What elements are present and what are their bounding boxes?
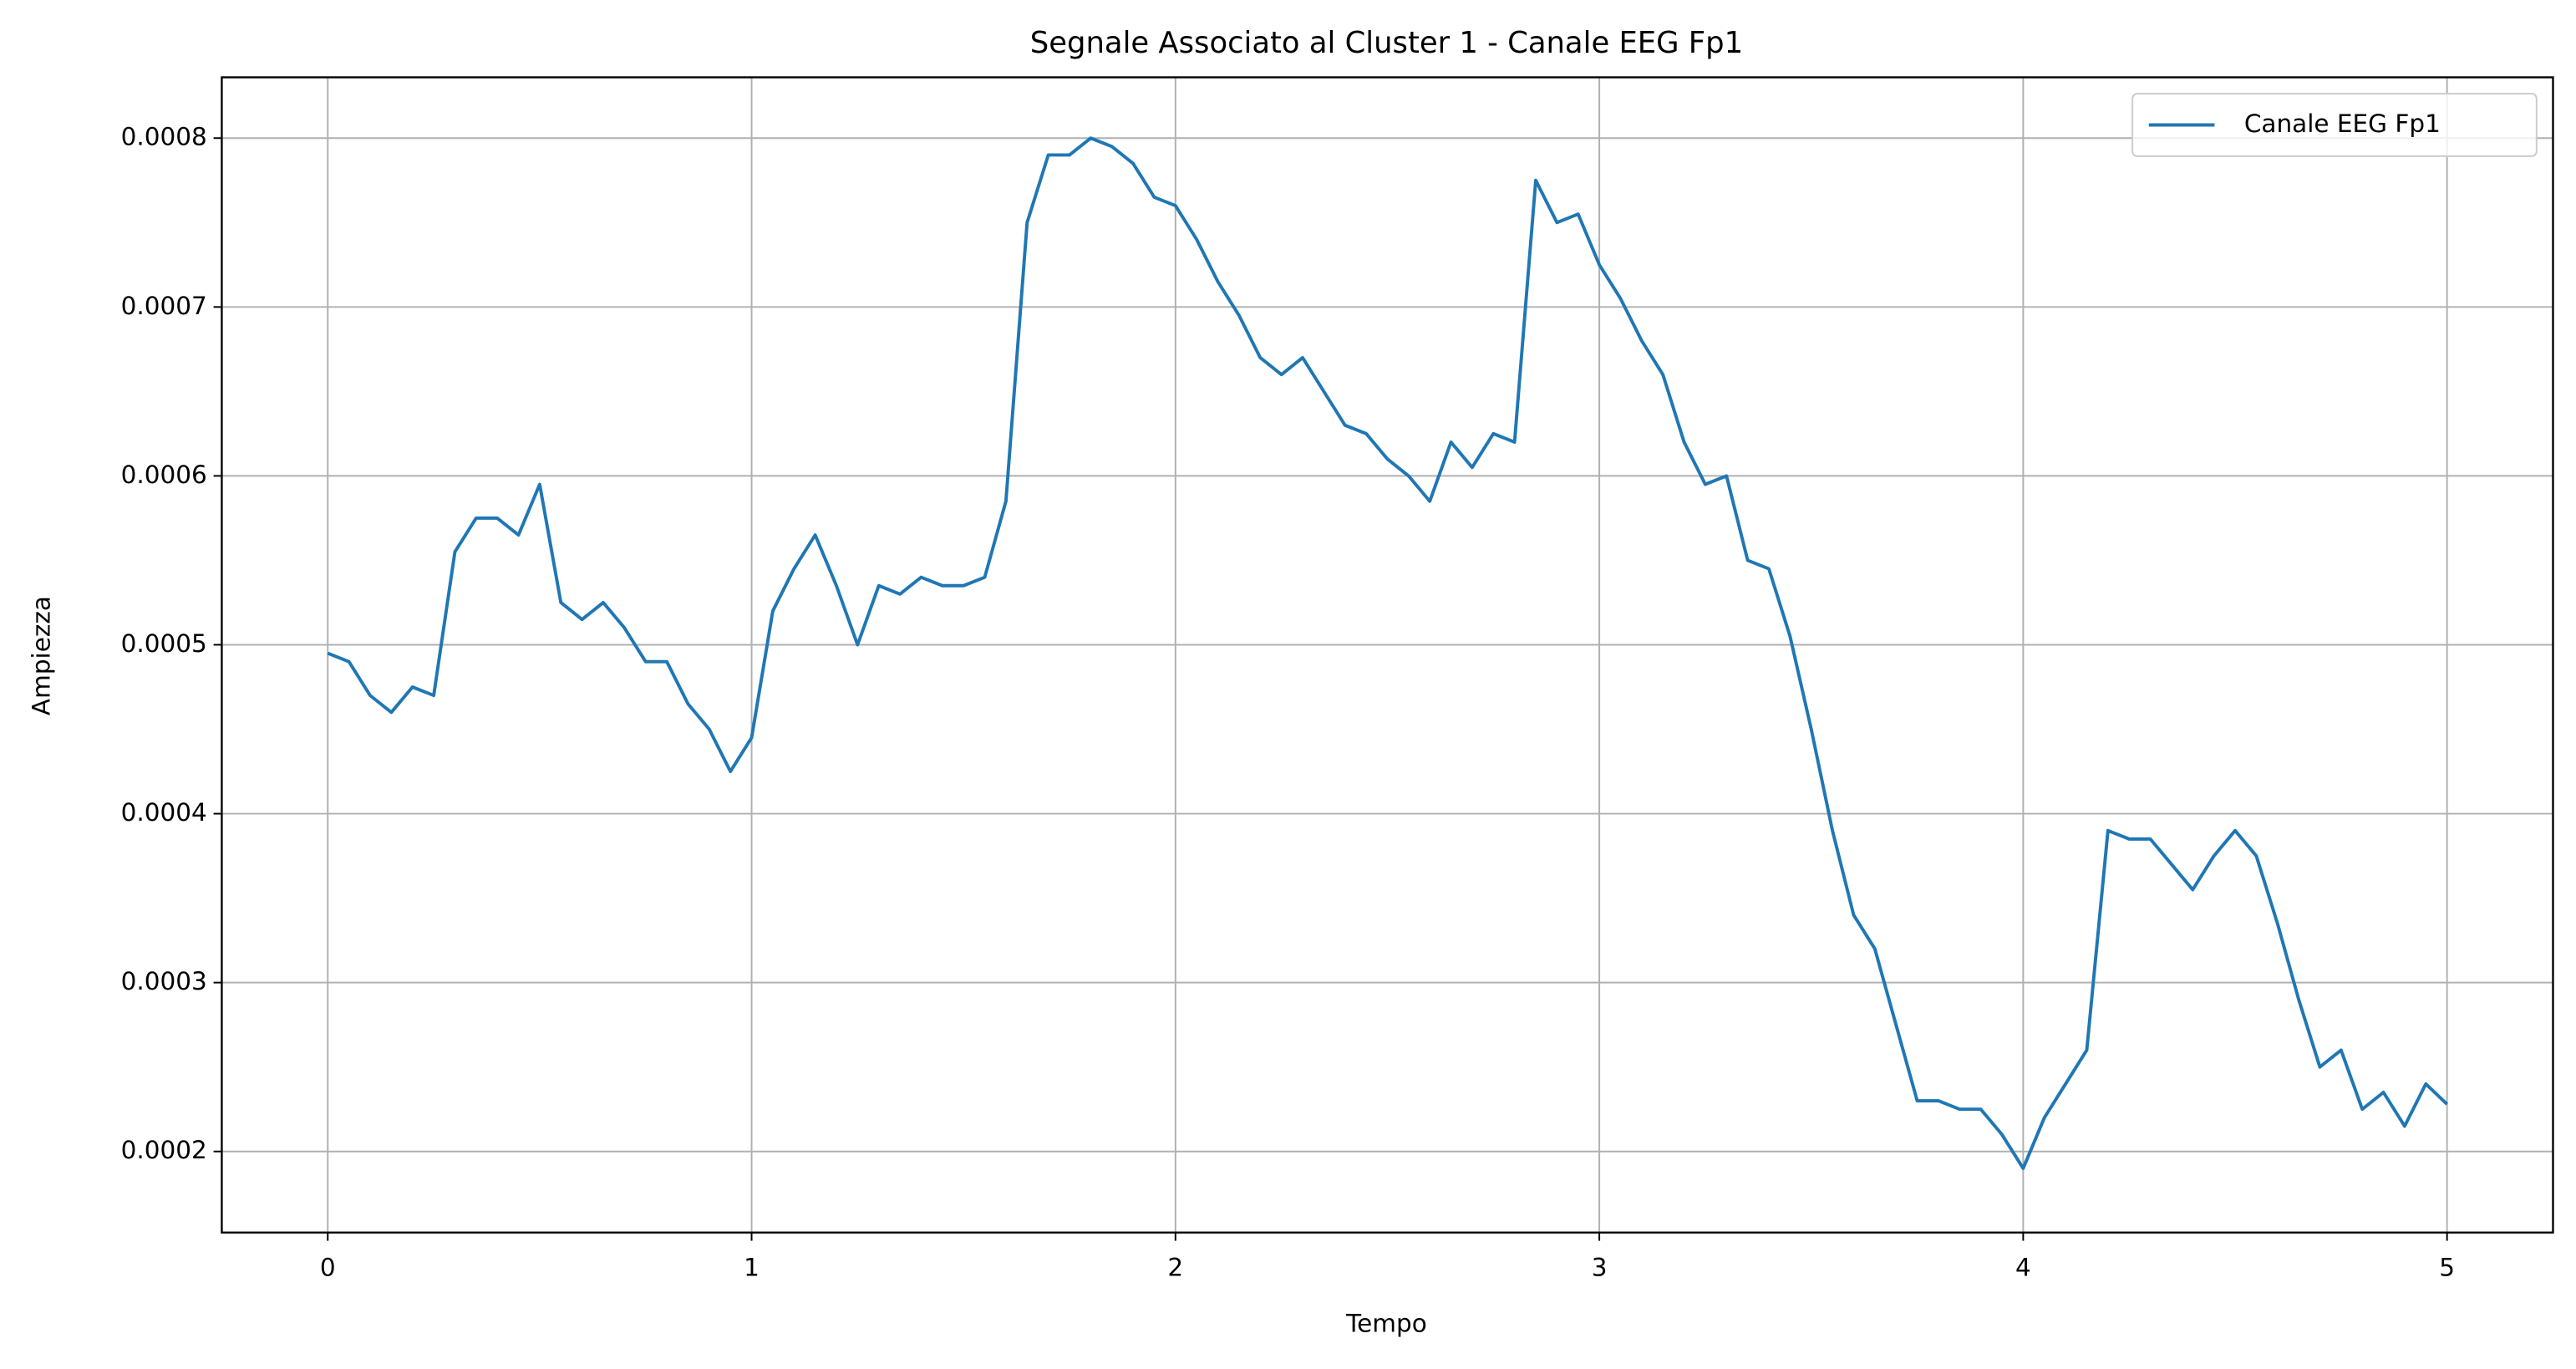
y-tick-label: 0.0003 [121, 967, 207, 995]
x-tick-label: 1 [744, 1253, 760, 1281]
y-tick-label: 0.0005 [121, 629, 207, 658]
x-tick-label: 5 [2439, 1253, 2455, 1281]
x-tick-label: 3 [1592, 1253, 1608, 1281]
x-tick-label: 0 [320, 1253, 336, 1281]
y-tick-label: 0.0002 [121, 1136, 207, 1164]
data-line [327, 136, 2449, 1170]
y-tick-label: 0.0008 [121, 123, 207, 151]
legend-label: Canale EEG Fp1 [2244, 109, 2441, 138]
y-tick-label: 0.0007 [121, 292, 207, 320]
legend-box [2131, 93, 2538, 157]
x-axis-label: Tempo [1345, 1309, 1427, 1337]
y-axis-label: Ampiezza [28, 596, 56, 715]
axes-frame [221, 76, 2554, 1234]
y-tick-label: 0.0006 [121, 461, 207, 489]
legend: Canale EEG Fp1 [2131, 93, 2538, 157]
x-tick-label: 2 [1167, 1253, 1183, 1281]
chart-title: Segnale Associato al Cluster 1 - Canale … [1030, 26, 1743, 60]
plot-area [327, 136, 2449, 1170]
x-tick-label: 4 [2015, 1253, 2031, 1281]
y-tick-label: 0.0004 [121, 798, 207, 827]
